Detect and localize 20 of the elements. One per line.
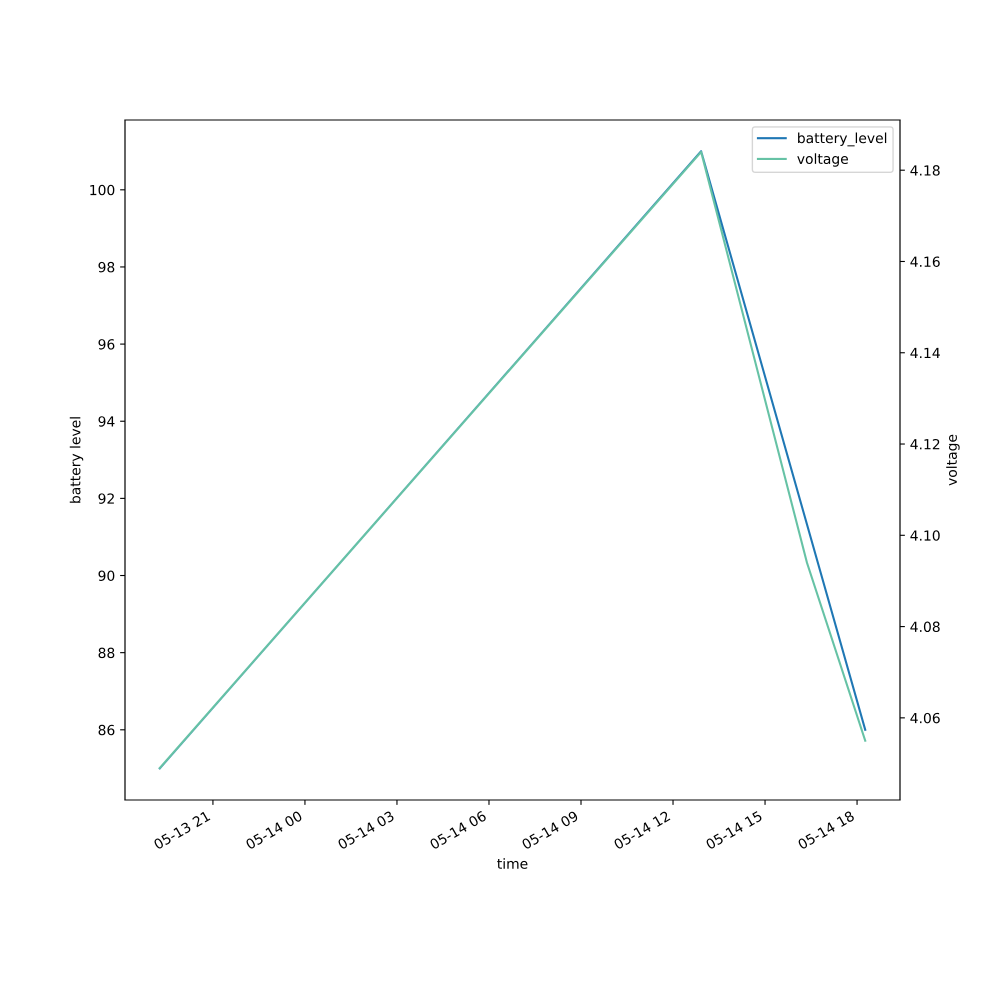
y-tick-label: 98 xyxy=(98,262,114,272)
y-tick-label: 96 xyxy=(98,339,114,350)
x-axis-title: time xyxy=(497,858,528,869)
legend-label: battery_level xyxy=(798,132,886,146)
y-tick-label: 86 xyxy=(98,724,114,736)
y2-tick-label: 4.06 xyxy=(910,712,940,724)
y-tick-label: 88 xyxy=(98,648,114,658)
y-tick-label: 94 xyxy=(98,416,114,427)
y2-tick-label: 4.10 xyxy=(910,530,940,541)
y2-tick-label: 4.12 xyxy=(910,438,940,450)
y2-axis-title: voltage xyxy=(946,434,960,486)
y2-tick-label: 4.14 xyxy=(910,348,940,358)
y2-tick-label: 4.18 xyxy=(910,165,940,176)
y2-tick-label: 4.16 xyxy=(910,256,940,267)
y-tick-label: 90 xyxy=(98,570,114,581)
y2-tick-label: 4.08 xyxy=(910,622,940,632)
y-tick-label: 92 xyxy=(98,493,114,504)
legend-label: voltage xyxy=(797,153,848,167)
y-tick-label: 100 xyxy=(90,184,114,196)
y-axis-title: battery level xyxy=(70,417,84,503)
